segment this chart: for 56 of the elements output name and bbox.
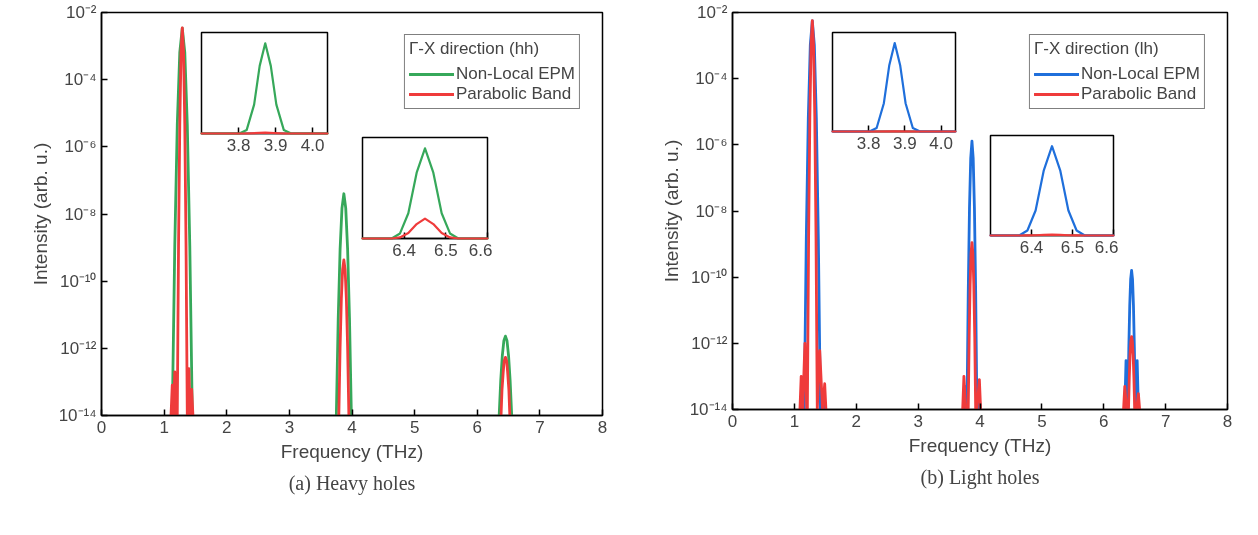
- y-tick-label: 10⁻¹²: [691, 333, 728, 353]
- y-tick-label: 10⁻⁶: [695, 135, 728, 155]
- x-tick-label: 3.9: [893, 133, 917, 153]
- x-tick-label: 6.4: [1019, 237, 1044, 257]
- x-tick-label: 7: [1160, 411, 1171, 431]
- x-tick-label: 3.8: [226, 135, 251, 155]
- y-tick-label: 10⁻⁴: [64, 70, 97, 90]
- y-tick-label: 10⁻⁸: [695, 201, 728, 221]
- x-tick-label: 5: [1037, 411, 1047, 431]
- x-tick-label: 1: [789, 411, 800, 431]
- x-tick-label: 4.0: [929, 133, 953, 153]
- x-tick-label: 2: [222, 417, 232, 437]
- x-tick-label: 6.5: [1060, 237, 1085, 257]
- x-tick-label: 6.4: [392, 240, 416, 260]
- y-tick-label: 10⁻⁸: [64, 204, 97, 224]
- y-tick-label: 10⁻¹²: [60, 338, 97, 358]
- x-tick-label: 3: [284, 417, 295, 437]
- y-axis-title: Intensity (arb. u.): [660, 139, 682, 283]
- x-tick-label: 2: [851, 411, 861, 431]
- y-tick-label: 10⁻²: [696, 3, 728, 22]
- x-tick-label: 4: [975, 411, 985, 431]
- y-tick-label: 10⁻¹⁴: [689, 400, 728, 419]
- y-tick-label: 10⁻⁶: [64, 137, 97, 157]
- x-tick-label: 0: [96, 417, 107, 437]
- x-axis-title: Frequency (THz): [908, 434, 1052, 456]
- x-tick-label: 6.5: [434, 240, 458, 260]
- x-tick-label: 3: [913, 411, 923, 431]
- y-axis-title: Intensity (arb. u.): [29, 142, 51, 286]
- y-tick-label: 10⁻¹⁰: [59, 271, 97, 291]
- text: (a) Heavy holes: [288, 471, 416, 495]
- x-tick-label: 8: [1222, 411, 1233, 431]
- legend-label: Non-Local EPM: [455, 64, 575, 84]
- legend-label: Parabolic Band: [455, 84, 572, 104]
- y-tick-label: 10⁻⁴: [695, 69, 728, 89]
- x-axis-title: Frequency (THz): [280, 440, 424, 462]
- x-tick-label: 6.6: [1094, 237, 1119, 257]
- y-tick-label: 10⁻¹⁰: [690, 267, 728, 287]
- x-tick-label: 3.8: [856, 133, 881, 153]
- legend-title: Γ-X direction (lh): [1033, 39, 1160, 59]
- x-tick-label: 8: [597, 417, 608, 437]
- x-tick-label: 0: [727, 411, 738, 431]
- x-tick-label: 6: [472, 417, 482, 437]
- x-tick-label: 3.9: [263, 135, 288, 155]
- x-tick-label: 6: [1099, 411, 1109, 431]
- x-tick-label: 7: [535, 417, 545, 437]
- x-tick-label: 4: [347, 417, 357, 437]
- legend-label: Non-Local EPM: [1080, 64, 1200, 84]
- x-tick-label: 4.0: [300, 135, 325, 155]
- y-tick-label: 10⁻¹⁴: [58, 406, 97, 425]
- y-tick-label: 10⁻²: [65, 3, 97, 22]
- x-tick-label: 5: [409, 417, 420, 437]
- x-tick-label: 6.6: [468, 240, 493, 260]
- legend-title: Γ-X direction (hh): [408, 39, 541, 59]
- x-tick-label: 1: [159, 417, 169, 437]
- legend-label: Parabolic Band: [1080, 84, 1197, 104]
- text: (b) Light holes: [920, 465, 1040, 489]
